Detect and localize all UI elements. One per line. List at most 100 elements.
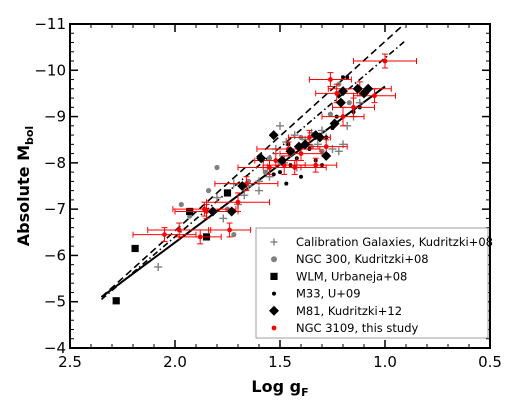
marker-red-circle: [197, 234, 203, 240]
data-point: [300, 139, 311, 150]
marker-red-circle: [313, 162, 319, 168]
marker-square: [112, 297, 120, 305]
legend-item: M81, Kudritzki+12: [269, 304, 402, 318]
fit-line-solid: [100, 85, 386, 298]
data-point: [226, 206, 237, 217]
marker-red-circle: [334, 91, 340, 96]
marker-diamond: [338, 86, 348, 97]
y-tick-label: −10: [34, 61, 66, 79]
legend-label: M81, Kudritzki+12: [296, 304, 402, 318]
legend-item: NGC 3109, this study: [271, 321, 419, 335]
series-circle-errorbar: [132, 53, 417, 245]
marker-circle: [206, 188, 212, 194]
data-point-marker: [227, 227, 233, 233]
marker-red-circle: [273, 158, 279, 163]
legend-marker: [271, 325, 277, 331]
data-point: [112, 297, 120, 305]
marker-circle: [178, 201, 184, 208]
data-point: [219, 214, 228, 223]
data-point-marker: [298, 151, 304, 157]
data-point-marker: [323, 144, 329, 150]
marker-dot: [272, 291, 276, 296]
data-point: [271, 172, 276, 177]
marker-dot: [271, 172, 276, 177]
x-tick-label: 2.5: [58, 353, 82, 371]
marker-red-circle: [204, 209, 209, 214]
legend-item: WLM, Urbaneja+08: [270, 269, 407, 283]
data-point: [213, 193, 221, 202]
marker-square: [223, 189, 232, 197]
marker-diamond: [256, 153, 267, 164]
data-point: [256, 153, 267, 164]
legend-label: WLM, Urbaneja+08: [296, 269, 407, 283]
y-tick-label: −7: [44, 200, 66, 218]
marker-circle: [214, 164, 220, 171]
legend-label: NGC 3109, this study: [296, 321, 419, 335]
marker-diamond: [352, 83, 363, 94]
data-point: [314, 132, 325, 143]
data-point-marker: [235, 199, 241, 205]
x-tick-label: 1.5: [268, 353, 292, 371]
data-point: [214, 176, 279, 192]
y-tick-label: −9: [44, 108, 66, 126]
marker-red-circle: [176, 227, 182, 233]
marker-diamond: [269, 305, 279, 316]
legend-label: NGC 300, Kudritzki+08: [296, 252, 429, 266]
data-point: [284, 181, 289, 186]
data-point: [237, 181, 248, 191]
marker-square: [131, 244, 139, 253]
marker-diamond: [268, 130, 279, 141]
data-point: [231, 232, 237, 238]
data-point-marker: [307, 135, 312, 140]
data-point: [321, 150, 332, 161]
data-point-marker: [273, 158, 279, 163]
data-point: [223, 189, 232, 197]
marker-diamond: [226, 206, 237, 217]
data-point: [207, 206, 218, 217]
data-point: [278, 170, 282, 175]
marker-red-circle: [235, 199, 241, 205]
data-layer: [112, 53, 417, 305]
marker-circle: [271, 256, 277, 263]
data-point-marker: [382, 58, 388, 64]
y-tick-label: −4: [44, 339, 66, 357]
data-point: [276, 121, 284, 130]
marker-red-circle: [340, 114, 346, 119]
legend-item: NGC 300, Kudritzki+08: [271, 252, 429, 266]
legend-item: M33, U+09: [272, 287, 361, 301]
data-point: [321, 106, 365, 127]
marker-dot: [299, 174, 303, 179]
marker-dot: [284, 181, 289, 186]
marker-diamond: [314, 132, 325, 143]
data-point: [329, 118, 340, 129]
data-point: [327, 111, 333, 117]
legend-marker: [271, 256, 277, 263]
marker-diamond: [329, 118, 340, 129]
marker-diamond: [207, 206, 218, 217]
series-diamond: [207, 83, 374, 217]
marker-red-circle: [162, 232, 167, 238]
marker-diamond: [237, 181, 248, 191]
marker-red-circle: [227, 227, 233, 233]
marker-diamond: [285, 146, 296, 157]
marker-diamond: [321, 150, 332, 161]
marker-red-circle: [328, 77, 333, 82]
x-tick-label: 0.5: [478, 353, 502, 371]
data-point: [206, 188, 212, 194]
data-point: [353, 53, 417, 69]
legend-label: Calibration Galaxies, Kudritzki+08: [296, 235, 493, 249]
x-tick-label: 2.0: [163, 353, 187, 371]
marker-red-circle: [298, 151, 304, 157]
data-point-marker: [372, 93, 377, 99]
data-point: [178, 229, 222, 245]
data-point: [285, 146, 296, 157]
data-point: [334, 147, 343, 156]
marker-diamond: [300, 139, 311, 150]
data-point-marker: [351, 104, 356, 110]
y-tick-label: −5: [44, 293, 66, 311]
marker-red-circle: [307, 135, 312, 140]
marker-red-circle: [382, 58, 388, 64]
data-point: [266, 155, 273, 161]
data-point: [214, 164, 220, 171]
